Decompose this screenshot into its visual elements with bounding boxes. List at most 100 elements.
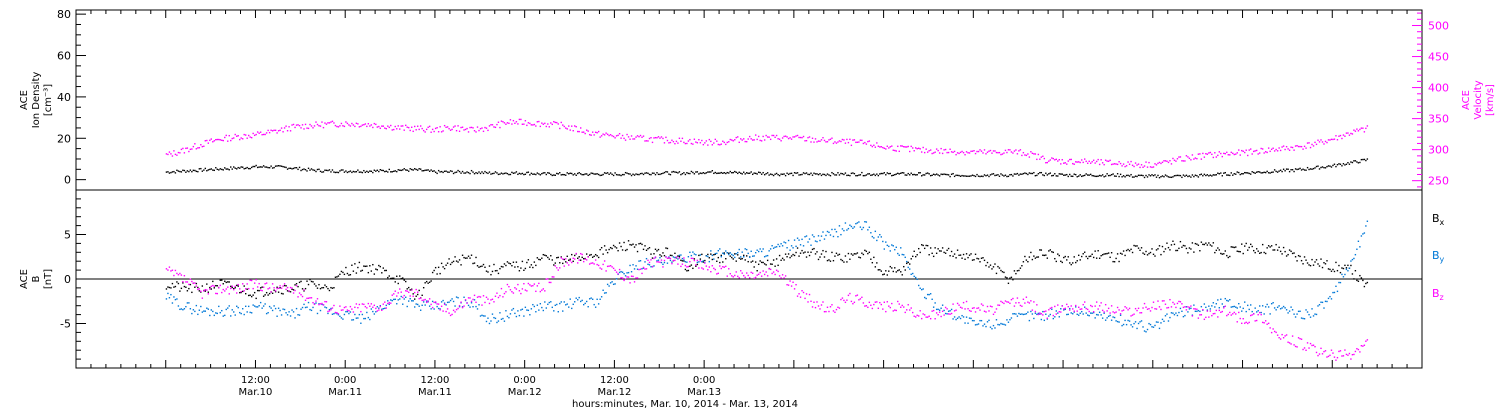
data-point: [385, 269, 387, 272]
data-point: [390, 299, 392, 301]
data-point: [548, 258, 550, 260]
data-point: [705, 140, 708, 142]
data-point: [228, 134, 230, 137]
data-point: [681, 257, 684, 260]
data-point: [675, 171, 678, 174]
data-point: [777, 174, 779, 176]
data-point: [1034, 310, 1037, 313]
data-point: [1055, 310, 1057, 312]
data-point: [1244, 245, 1246, 247]
date-tick-label: Mar.10: [239, 387, 273, 398]
data-point: [451, 298, 453, 300]
data-point: [741, 272, 743, 274]
data-point: [1048, 309, 1050, 311]
data-point: [973, 149, 975, 152]
data-point: [1112, 173, 1114, 175]
data-point: [692, 171, 694, 174]
data-point: [264, 166, 266, 168]
data-point: [1091, 253, 1093, 256]
data-point: [603, 172, 606, 174]
data-point: [1288, 249, 1291, 251]
data-point: [865, 305, 868, 307]
data-point: [325, 169, 328, 172]
data-point: [704, 142, 706, 144]
data-point: [976, 323, 978, 326]
data-point: [1045, 254, 1047, 256]
data-point: [1167, 176, 1170, 178]
data-point: [1199, 250, 1201, 252]
data-point: [316, 312, 319, 315]
data-point: [413, 298, 416, 300]
data-point: [470, 126, 473, 129]
data-point: [1021, 154, 1023, 157]
data-point: [1106, 252, 1108, 255]
data-point: [825, 234, 827, 237]
data-point: [415, 295, 417, 297]
data-point: [294, 126, 296, 129]
data-point: [422, 299, 425, 301]
data-point: [594, 259, 597, 261]
data-point: [382, 169, 384, 172]
data-point: [439, 171, 441, 173]
data-point: [255, 279, 257, 281]
data-point: [467, 131, 470, 133]
data-point: [687, 265, 690, 268]
data-point: [1229, 255, 1231, 258]
data-point: [1233, 305, 1235, 308]
data-point: [720, 171, 722, 174]
data-point: [994, 311, 996, 313]
data-point: [801, 136, 803, 139]
data-point: [297, 285, 299, 288]
data-point: [488, 171, 491, 173]
data-point: [702, 260, 705, 262]
data-point: [1312, 145, 1315, 147]
data-point: [1091, 161, 1093, 163]
data-point: [337, 275, 340, 277]
data-point: [256, 306, 259, 308]
data-point: [1294, 145, 1297, 147]
data-point: [823, 173, 826, 176]
data-point: [717, 172, 719, 174]
data-point: [831, 228, 833, 231]
data-point: [1169, 298, 1171, 301]
data-point: [292, 289, 295, 291]
data-point: [253, 134, 256, 137]
data-point: [280, 292, 283, 295]
data-point: [1131, 314, 1134, 316]
data-point: [669, 173, 672, 176]
data-point: [1084, 158, 1086, 160]
data-point: [523, 283, 525, 285]
data-point: [1012, 175, 1014, 177]
data-point: [418, 168, 420, 170]
data-point: [566, 172, 568, 174]
data-point: [780, 259, 782, 261]
data-point: [719, 172, 721, 174]
data-point: [1360, 158, 1363, 161]
data-point: [847, 174, 850, 176]
data-point: [920, 244, 923, 246]
data-point: [1275, 148, 1277, 151]
data-point: [778, 174, 781, 177]
data-point: [754, 172, 757, 175]
data-point: [608, 173, 610, 176]
data-point: [1282, 337, 1285, 339]
data-point: [390, 277, 392, 280]
data-point: [1330, 349, 1333, 351]
data-point: [795, 245, 797, 248]
data-point: [1013, 313, 1016, 315]
data-point: [1131, 326, 1134, 328]
data-point: [677, 255, 679, 257]
data-point: [1269, 327, 1271, 329]
data-point: [1042, 174, 1044, 176]
data-point: [714, 253, 717, 256]
data-point: [1109, 159, 1111, 162]
data-point: [252, 132, 254, 135]
data-point: [165, 288, 168, 290]
data-point: [379, 265, 381, 268]
data-point: [454, 125, 456, 127]
data-point: [312, 169, 314, 171]
data-point: [1054, 316, 1056, 318]
data-point: [1215, 249, 1218, 252]
data-point: [1025, 154, 1028, 157]
data-point: [189, 283, 192, 286]
